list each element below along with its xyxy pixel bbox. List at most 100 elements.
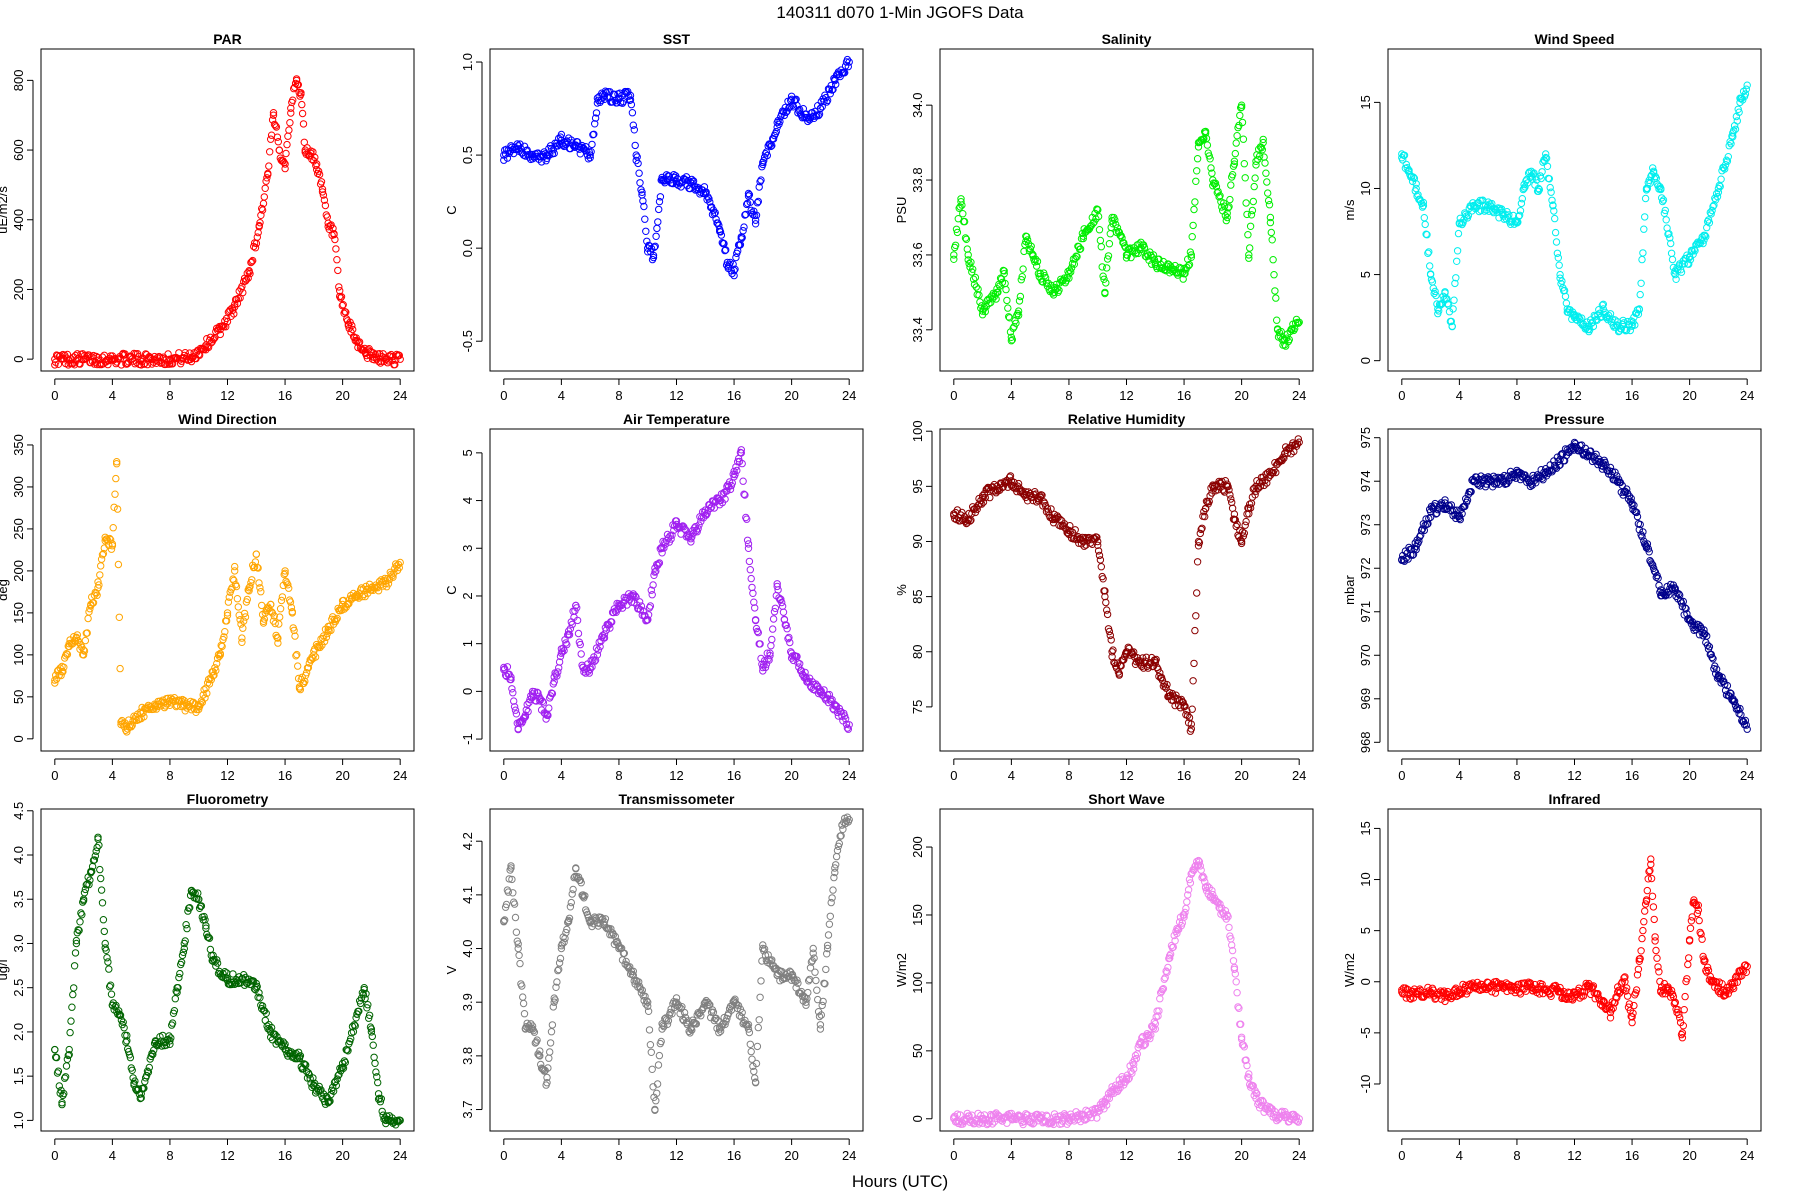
x-tick-label: 12 xyxy=(1119,1148,1133,1163)
data-point xyxy=(223,609,232,617)
data-point xyxy=(224,598,233,606)
data-point xyxy=(590,130,598,139)
data-point xyxy=(630,126,638,134)
data-point xyxy=(1448,322,1456,330)
panel-title: Fluorometry xyxy=(187,791,269,807)
data-point xyxy=(247,258,255,267)
data-point xyxy=(951,241,960,250)
x-tick-label: 12 xyxy=(669,1148,683,1163)
panel-title: Pressure xyxy=(1545,411,1605,427)
data-point xyxy=(1242,517,1250,526)
data-point xyxy=(761,150,770,158)
y-tick-label: 0 xyxy=(1358,978,1373,985)
data-point xyxy=(809,944,817,953)
data-point xyxy=(1599,300,1608,308)
data-point xyxy=(1639,249,1647,257)
data-point xyxy=(573,138,582,146)
data-point xyxy=(1551,228,1560,237)
x-tick-label: 12 xyxy=(220,1148,234,1163)
data-point xyxy=(751,216,760,224)
data-point xyxy=(254,228,262,237)
data-point xyxy=(1668,255,1677,264)
data-point xyxy=(263,174,271,182)
data-point xyxy=(514,944,522,953)
data-point xyxy=(1640,225,1648,233)
y-tick-label: 0 xyxy=(11,735,26,742)
data-point xyxy=(1245,254,1253,262)
data-point xyxy=(290,626,298,635)
y-tick-label: 95 xyxy=(910,479,925,493)
data-point xyxy=(344,600,352,608)
data-point xyxy=(1561,292,1570,301)
data-point xyxy=(108,542,117,550)
data-point xyxy=(965,259,973,268)
data-point xyxy=(1224,204,1232,212)
data-point xyxy=(253,563,261,572)
data-point xyxy=(1484,202,1492,210)
data-point xyxy=(1246,244,1254,252)
data-point xyxy=(814,111,823,120)
data-point xyxy=(753,199,762,207)
data-point xyxy=(1055,286,1063,294)
x-tick-label: 16 xyxy=(727,388,741,403)
data-point xyxy=(344,320,353,328)
data-point xyxy=(969,265,977,273)
data-point xyxy=(680,525,689,533)
data-point xyxy=(642,227,650,236)
data-point xyxy=(273,133,282,141)
data-point xyxy=(550,149,558,158)
data-point xyxy=(985,299,993,308)
data-point xyxy=(508,685,516,693)
data-point xyxy=(216,651,225,659)
y-tick-label: 0 xyxy=(11,356,26,363)
data-point xyxy=(515,718,523,727)
plot-frame xyxy=(939,48,1314,372)
data-point xyxy=(545,704,553,712)
data-point xyxy=(721,246,729,255)
data-point xyxy=(802,114,810,122)
data-point xyxy=(1743,81,1751,89)
data-point xyxy=(1108,213,1116,222)
data-point xyxy=(257,588,265,596)
y-tick-label: 150 xyxy=(11,602,26,624)
data-point xyxy=(280,570,288,579)
data-point xyxy=(833,846,842,855)
data-point xyxy=(1194,143,1203,151)
y-tick-label: 75 xyxy=(910,700,925,714)
data-point xyxy=(1652,174,1661,183)
panel-title: PAR xyxy=(213,31,242,47)
data-point xyxy=(655,1051,664,1060)
data-point xyxy=(751,220,760,228)
data-point xyxy=(768,141,776,150)
x-tick-label: 8 xyxy=(615,768,622,783)
y-tick-label: 4.1 xyxy=(460,886,475,904)
data-point xyxy=(755,1016,763,1024)
y-tick-label: 50 xyxy=(11,690,26,704)
y-tick-label: 80 xyxy=(910,645,925,659)
data-point xyxy=(978,307,987,315)
data-point xyxy=(168,1019,177,1027)
y-tick-label: 3.7 xyxy=(460,1100,475,1118)
data-point xyxy=(1657,184,1665,193)
data-point xyxy=(1097,563,1106,571)
data-point xyxy=(79,651,88,659)
data-point xyxy=(1098,263,1106,271)
data-point xyxy=(1106,230,1115,238)
data-point xyxy=(1549,202,1557,210)
data-point xyxy=(511,913,520,922)
data-point xyxy=(298,109,307,118)
data-point xyxy=(1426,270,1435,279)
data-point xyxy=(1099,272,1107,280)
data-point xyxy=(1137,243,1145,252)
data-point xyxy=(246,582,254,591)
data-point xyxy=(600,91,609,100)
data-point xyxy=(336,292,344,301)
data-point xyxy=(238,634,246,642)
data-point xyxy=(1016,292,1025,301)
data-point xyxy=(779,108,788,116)
data-point xyxy=(771,604,780,612)
data-point xyxy=(203,689,211,698)
x-tick-label: 8 xyxy=(1513,1148,1520,1163)
data-points xyxy=(950,435,1303,735)
data-point xyxy=(757,977,765,985)
